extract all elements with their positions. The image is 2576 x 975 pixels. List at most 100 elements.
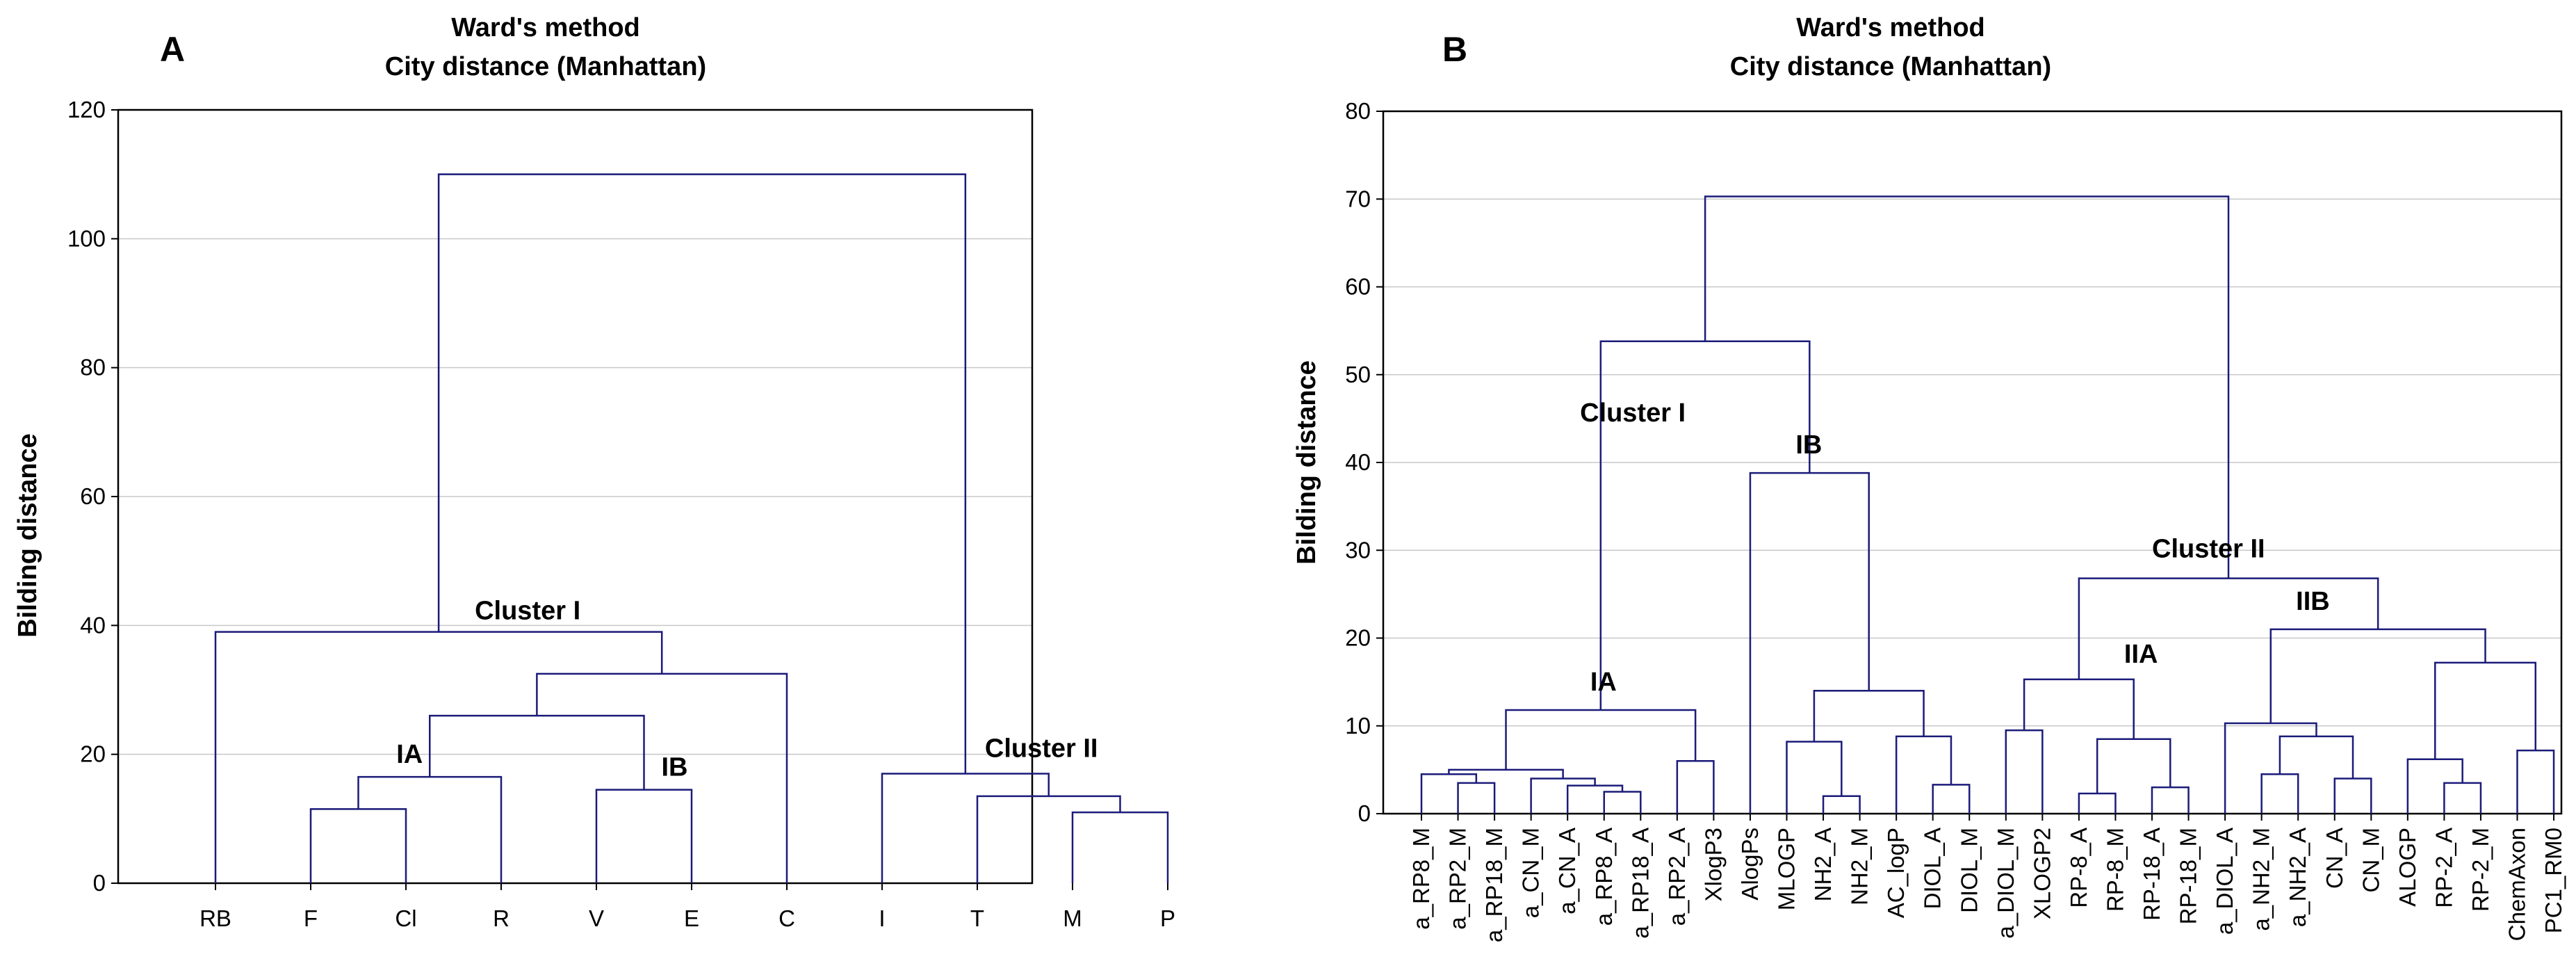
y-tick-label: 120: [67, 97, 106, 122]
y-tick-label: 70: [1345, 186, 1371, 211]
y-tick-label: 100: [67, 225, 106, 251]
dendrogram-link: [2023, 678, 2135, 739]
leaf-label: a_DIOL_A: [2212, 828, 2237, 935]
panel-b-label: B: [1442, 30, 1467, 69]
leaf-label: RP-8_M: [2102, 828, 2128, 912]
dendrogram-link: [976, 795, 1121, 883]
dendrogram-link: [2151, 786, 2190, 814]
leaf-label: RP-2_A: [2431, 828, 2456, 908]
leaf-label: NH2_A: [1810, 828, 1836, 901]
cluster-annotation: IA: [396, 740, 423, 769]
panel-a-subtitle: City distance (Manhattan): [385, 52, 706, 81]
y-tick-label: 60: [80, 483, 106, 509]
leaf-label: R: [493, 905, 510, 931]
dendrogram-link: [309, 808, 407, 883]
leaf-label: I: [879, 905, 885, 931]
dendrogram-link: [1895, 735, 1953, 814]
leaf-label: RB: [199, 905, 231, 931]
dendrogram-link: [1530, 777, 1596, 814]
leaf-label: a_CN_M: [1518, 828, 1544, 918]
panel-b-title: Ward's method: [1796, 13, 1985, 42]
leaf-label: NH2_M: [1847, 828, 1873, 905]
y-tick-label: 80: [1345, 98, 1371, 124]
panel-a-title: Ward's method: [451, 13, 640, 42]
dendrogram-link: [2516, 749, 2555, 814]
dendrogram-link: [1822, 795, 1861, 814]
y-tick-label: 50: [1345, 362, 1371, 387]
leaf-label: MLOGP: [1774, 828, 1800, 910]
dendrogram-link: [2279, 735, 2354, 779]
y-tick-label: 10: [1345, 713, 1371, 739]
leaf-label: DIOL_M: [1956, 828, 1982, 913]
panel-a-y-axis-label: Bilding distance: [13, 433, 42, 637]
dendrogram-link: [2260, 773, 2299, 814]
leaf-label: RP-18_A: [2139, 828, 2165, 921]
dendrogram-link: [1749, 472, 1870, 814]
y-tick-label: 80: [80, 355, 106, 380]
panel-b-y-axis-label: Bilding distance: [1292, 360, 1321, 564]
leaf-label: a_RP8_A: [1591, 828, 1617, 926]
leaf-label: a_RP18_M: [1481, 828, 1507, 942]
leaf-label: XLOGP2: [2029, 828, 2055, 919]
leaf-label: CN_A: [2322, 828, 2347, 889]
dendrogram-link: [1704, 195, 2230, 579]
panel-a-label: A: [160, 30, 185, 69]
leaf-label: DIOL_A: [1920, 828, 1946, 909]
leaf-label: a_NH2_A: [2285, 828, 2310, 927]
leaf-label: Cl: [395, 905, 416, 931]
dendrogram-link: [2078, 792, 2117, 814]
dendrogram-link: [1457, 782, 1496, 814]
leaf-label: T: [970, 905, 984, 931]
y-tick-label: 20: [80, 741, 106, 767]
cluster-annotation: Cluster I: [475, 597, 580, 626]
leaf-label: a_RP18_A: [1627, 828, 1653, 939]
y-tick-label: 0: [93, 870, 106, 896]
panel-a: A Ward's method City distance (Manhattan…: [13, 13, 1175, 931]
dendrogram-link: [881, 773, 1050, 883]
cluster-annotation: IIB: [2296, 587, 2330, 616]
leaf-label: RP-2_M: [2468, 828, 2493, 912]
y-tick-label: 30: [1345, 537, 1371, 563]
cluster-annotation: IIA: [2124, 640, 2158, 669]
dendrogram-link: [437, 173, 967, 774]
leaf-label: a_CN_A: [1554, 828, 1580, 914]
dendrogram-link: [1932, 784, 1971, 814]
dendrogram-link: [595, 789, 693, 883]
dendrogram-link: [429, 714, 645, 790]
cluster-annotation: Cluster II: [985, 734, 1098, 763]
leaf-label: C: [778, 905, 795, 931]
dendrogram-link: [2434, 661, 2537, 759]
panel-b: B Ward's method City distance (Manhattan…: [1292, 13, 2566, 942]
leaf-label: a_NH2_M: [2249, 828, 2274, 931]
dendrogram-link: [357, 775, 503, 883]
cluster-annotation: IA: [1590, 668, 1617, 697]
dendrogram-link: [2269, 628, 2486, 723]
cluster-annotation: Cluster II: [2152, 535, 2265, 564]
dendrogram-link: [2406, 758, 2463, 814]
panel-b-subtitle: City distance (Manhattan): [1730, 52, 2051, 81]
dendrogram-link: [2443, 782, 2482, 814]
leaf-label: M: [1063, 905, 1082, 931]
leaf-label: CN_M: [2358, 828, 2383, 893]
cluster-annotation: Cluster I: [1580, 398, 1686, 428]
leaf-label: V: [589, 905, 604, 931]
y-tick-label: 20: [1345, 625, 1371, 651]
leaf-label: RP-18_M: [2176, 828, 2201, 924]
leaf-label: a_DIOL_M: [1993, 828, 2019, 939]
leaf-label: a_RP8_M: [1408, 828, 1434, 930]
cluster-annotation: IB: [1795, 430, 1822, 460]
dendrogram-link: [1505, 709, 1697, 770]
y-tick-label: 0: [1358, 800, 1371, 826]
dendrogram-link: [1420, 773, 1478, 814]
leaf-label: PC1_RM0: [2541, 828, 2566, 933]
leaf-label: P: [1160, 905, 1175, 931]
leaf-label: ALOGP: [2395, 828, 2420, 907]
leaf-label: ChemAxon: [2504, 828, 2530, 941]
leaf-label: F: [304, 905, 318, 931]
dendrogram-link: [1071, 811, 1169, 883]
dendrogram-link: [1786, 741, 1843, 814]
y-tick-label: 40: [1345, 449, 1371, 475]
leaf-label: XlogP3: [1700, 828, 1726, 901]
dendrogram-link: [2333, 777, 2372, 814]
leaf-label: RP-8_A: [2066, 828, 2092, 908]
